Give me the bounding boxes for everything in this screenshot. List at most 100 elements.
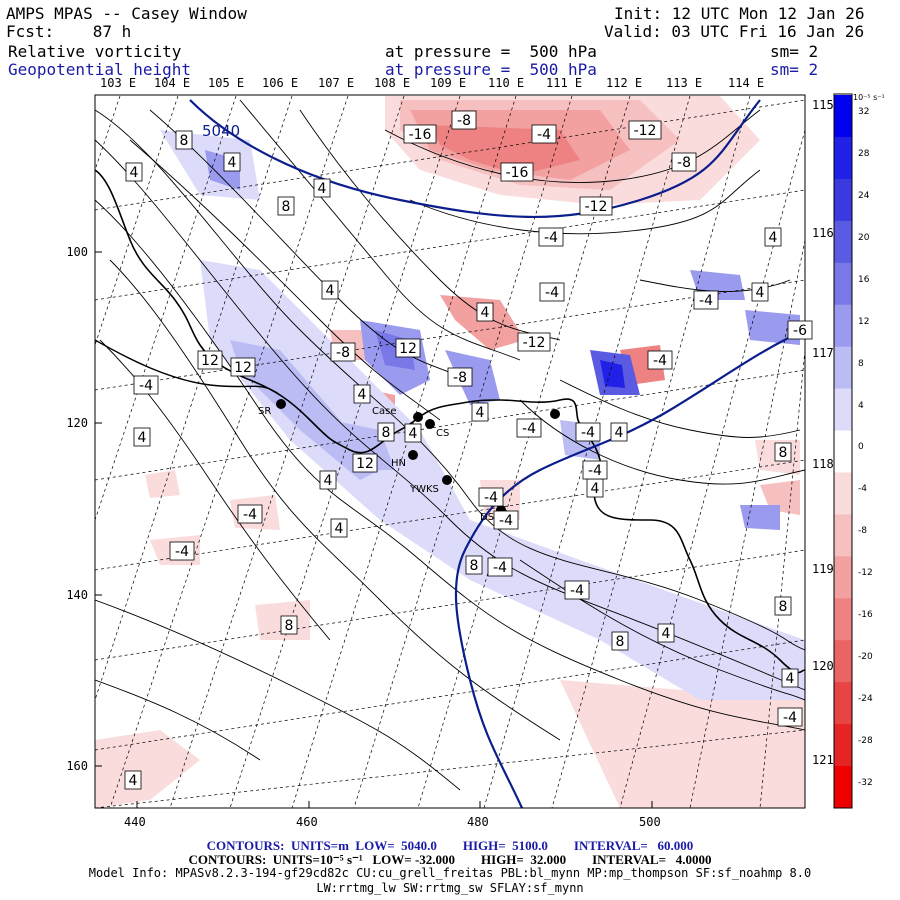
contour-label-box [539,282,565,302]
contour-label-box [582,460,608,480]
contour-label: -12 [634,123,657,139]
vorticity-contour-labels: 8 4 4 8 4 -16 -8 -4 -12 -16 -12 -8 -4 4 4 -4 4 -12 -4 4 -6 12… [124,110,813,790]
contour-label-box [611,631,629,651]
colorbar-tick-label: 0 [858,442,864,453]
lon-label-right: 116 E [812,226,849,240]
contour-label-box [403,124,437,144]
lon-label: 107 E [318,76,355,90]
station-label: CS [436,428,449,439]
negative-vorticity-region [95,730,200,808]
contour-label-box [321,280,339,300]
contour-label-box [277,196,295,216]
contour-label: 8 [779,599,788,615]
contour-label-box [657,623,675,643]
lon-label-right: 115 E [812,98,849,112]
contour-label-box [476,302,494,322]
colorbar-tick-label: 28 [858,148,870,159]
field2-name: Geopotential height [8,60,192,79]
contour-label: 4 [129,773,138,789]
lon-label-right: 117 E [812,346,849,360]
contour-label: -8 [457,113,471,129]
station-dot [276,399,286,409]
colorbar-tick-label: -20 [858,652,873,663]
contour-label-box [237,504,263,524]
station-label: DS [480,512,494,523]
negative-vorticity-region [440,295,525,350]
plot-title: AMPS MPAS -- Casey Window [6,4,247,23]
lon-label: 105 E [208,76,245,90]
contour-label-box [313,178,331,198]
contour-label-box [169,541,195,561]
contour-label: -4 [139,378,153,394]
station-label: HN [391,458,406,469]
field2-pressure: at pressure = 500 hPa [385,60,597,79]
station-dot [425,419,435,429]
x-axis-label: 440 [124,815,146,829]
contour-label-box [330,342,356,362]
contour-label: -8 [453,370,467,386]
contour-label-box [777,707,803,727]
contour-label-box [465,555,483,575]
contour-label: 4 [335,521,344,537]
contour-label-box [133,375,159,395]
station-dot [408,450,418,460]
field1-name: Relative vorticity [8,42,182,61]
contour-label-box [751,282,769,302]
contour-label: -4 [545,285,559,301]
positive-vorticity-region [600,360,625,388]
y-axis-label: 100 [66,245,88,259]
lon-label: 110 E [488,76,525,90]
x-axis-label: 460 [296,815,318,829]
contour-label: 4 [476,405,485,421]
contour-label-box [774,596,792,616]
contour-label-box [487,557,513,577]
contour-label: -4 [588,463,602,479]
colorbar-tick-label: -16 [858,610,873,621]
contour-label: 8 [616,634,625,650]
contour-label: 4 [756,285,765,301]
contour-label: 4 [786,671,795,687]
contour-label: -4 [522,421,536,437]
contour-label-box [493,510,519,530]
contour-label: 4 [615,425,624,441]
lon-label: 112 E [606,76,643,90]
station-label: Case [372,406,396,417]
y-axis-label: 140 [66,588,88,602]
positive-vorticity-region [745,310,800,345]
contour-label-box [564,580,590,600]
contour-label: -8 [336,345,350,361]
contour-label: -4 [783,710,797,726]
contour-label: 4 [326,283,335,299]
contour-label: 8 [180,133,189,149]
contour-label: 4 [481,305,490,321]
contour-label: 4 [769,230,778,246]
negative-vorticity-region [560,680,805,808]
contour-label-box [395,338,421,358]
contour-label: 4 [138,430,147,446]
contour-label: -4 [653,353,667,369]
lon-label: 103 E [100,76,137,90]
contour-label-box [500,162,534,182]
lon-label: 104 E [154,76,191,90]
contour-label-box [451,110,477,130]
contour-label-box [538,227,564,247]
contour-label-box [693,290,719,310]
contour-label: 4 [409,426,418,442]
contour-label-box [628,120,662,140]
contour-label: 12 [399,341,417,357]
contour-label-box [330,518,348,538]
contour-label-box [787,320,813,340]
lon-label-right: 120 E [812,659,849,673]
contour-label: -4 [243,507,257,523]
colorbar-tick-label: -24 [858,694,873,705]
contour-label: 8 [382,425,391,441]
height-contour-label: 5040 [202,122,240,140]
footer-vorticity-contours: CONTOURS: UNITS=10⁻⁵ s⁻¹ LOW= -32.000 HI… [188,852,712,867]
contour-label: -12 [585,199,608,215]
footer-height-contours: CONTOURS: UNITS=m LOW= 5040.0 HIGH= 5100… [206,838,694,853]
coastline [95,169,805,674]
contour-label-box [175,130,193,150]
contour-label: 4 [228,155,237,171]
contour-label: 8 [285,618,294,634]
